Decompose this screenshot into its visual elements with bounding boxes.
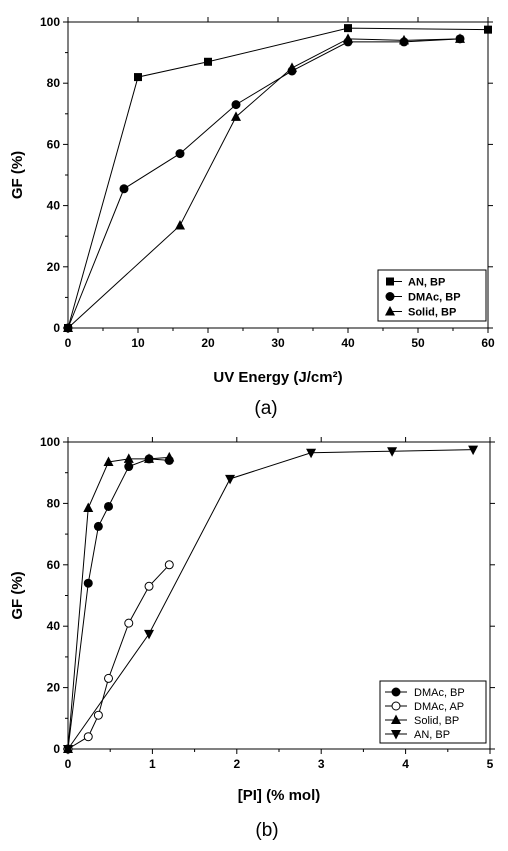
data-point — [119, 184, 129, 194]
x-tick-label: 0 — [65, 757, 72, 771]
y-tick-label: 80 — [47, 496, 61, 510]
data-point — [287, 62, 297, 72]
data-point — [231, 100, 241, 110]
x-tick-label: 20 — [201, 336, 215, 350]
series-line — [67, 564, 170, 750]
data-point — [144, 629, 155, 640]
data-point — [93, 521, 103, 531]
series-line — [67, 456, 170, 750]
y-tick-label: 20 — [47, 260, 61, 274]
x-axis-label: [PI] (% mol) — [238, 787, 321, 804]
series-line — [67, 458, 170, 750]
data-point — [204, 57, 212, 66]
y-tick-label: 100 — [40, 435, 60, 449]
y-tick-label: 100 — [40, 15, 60, 29]
y-tick-label: 0 — [53, 321, 60, 335]
data-point — [468, 445, 479, 456]
x-tick-label: 10 — [131, 336, 145, 350]
data-point — [455, 33, 465, 43]
data-point — [306, 448, 317, 459]
data-point — [93, 710, 103, 720]
data-point — [399, 34, 409, 45]
x-axis-label: UV Energy (J/cm²) — [213, 369, 342, 386]
y-tick-label: 0 — [53, 742, 60, 756]
data-point — [134, 73, 142, 82]
y-tick-label: 80 — [47, 76, 61, 90]
x-tick-label: 2 — [233, 757, 240, 771]
data-point — [343, 33, 353, 43]
series-2 — [63, 451, 175, 753]
y-axis-label: GF (%) — [9, 151, 26, 199]
data-point — [344, 24, 352, 33]
series-line — [67, 38, 461, 329]
chart-panel-a: 0 10 20 30 40 50 60 0 20 40 60 80 100 UV Energy (J/cm… — [9, 15, 495, 419]
data-point — [225, 474, 236, 485]
data-point — [175, 219, 185, 230]
legend-label: DMAc, AP — [414, 701, 464, 713]
data-point — [484, 25, 492, 34]
data-point — [144, 453, 155, 463]
data-point — [63, 322, 73, 332]
legend-label: DMAc, BP — [414, 687, 465, 699]
legend-label: AN, BP — [414, 729, 450, 741]
y-tick-label: 60 — [47, 558, 61, 572]
series-line — [67, 449, 474, 750]
data-point — [83, 578, 93, 588]
legend-marker — [391, 714, 401, 724]
x-tick-label: 30 — [271, 336, 285, 350]
data-point — [63, 745, 73, 755]
data-point — [104, 501, 114, 511]
series-3 — [63, 445, 479, 755]
y-axis-label: GF (%) — [9, 571, 26, 619]
x-tick-label: 40 — [341, 336, 355, 350]
panel-caption: (b) — [255, 820, 278, 841]
legend-marker — [391, 687, 401, 697]
x-tick-label: 50 — [411, 336, 425, 350]
data-point — [124, 462, 134, 472]
x-tick-label: 1 — [149, 757, 156, 771]
legend-label: Solid, BP — [408, 307, 456, 319]
data-point — [104, 673, 114, 683]
x-tick-label: 3 — [318, 757, 325, 771]
data-point — [124, 618, 134, 628]
x-tick-label: 5 — [487, 757, 494, 771]
legend-marker — [391, 701, 401, 711]
data-point — [164, 560, 174, 570]
data-point — [231, 111, 241, 121]
panel-caption: (a) — [254, 398, 277, 419]
legend-label: Solid, BP — [414, 715, 459, 727]
data-point — [103, 456, 114, 466]
y-tick-label: 60 — [47, 137, 61, 151]
legend-label: AN, BP — [408, 277, 445, 289]
chart-panel-b: 0 1 2 3 4 5 0 20 40 60 80 100 [PI] (% mol) GF (%) (b) D… — [9, 435, 495, 841]
data-point — [83, 502, 94, 513]
data-point — [164, 451, 175, 462]
data-point — [144, 581, 154, 591]
data-point — [83, 732, 93, 742]
legend: DMAc, BP DMAc, AP Solid, BP AN, BP — [379, 680, 487, 744]
x-tick-label: 4 — [402, 757, 409, 771]
y-tick-label: 20 — [47, 681, 61, 695]
data-point — [175, 149, 185, 159]
data-point — [123, 453, 134, 463]
legend-box — [377, 269, 487, 322]
data-point — [387, 447, 398, 457]
legend-marker — [391, 730, 401, 740]
x-tick-label: 0 — [65, 336, 72, 350]
y-tick-label: 40 — [47, 619, 61, 633]
legend-label: DMAc, BP — [408, 292, 461, 304]
legend: AN, BP DMAc, BP Solid, BP — [377, 269, 487, 322]
x-tick-label: 60 — [481, 336, 495, 350]
series-2 — [63, 33, 465, 332]
legend-marker — [385, 306, 395, 316]
y-tick-label: 40 — [47, 199, 61, 213]
series-1 — [63, 560, 174, 754]
